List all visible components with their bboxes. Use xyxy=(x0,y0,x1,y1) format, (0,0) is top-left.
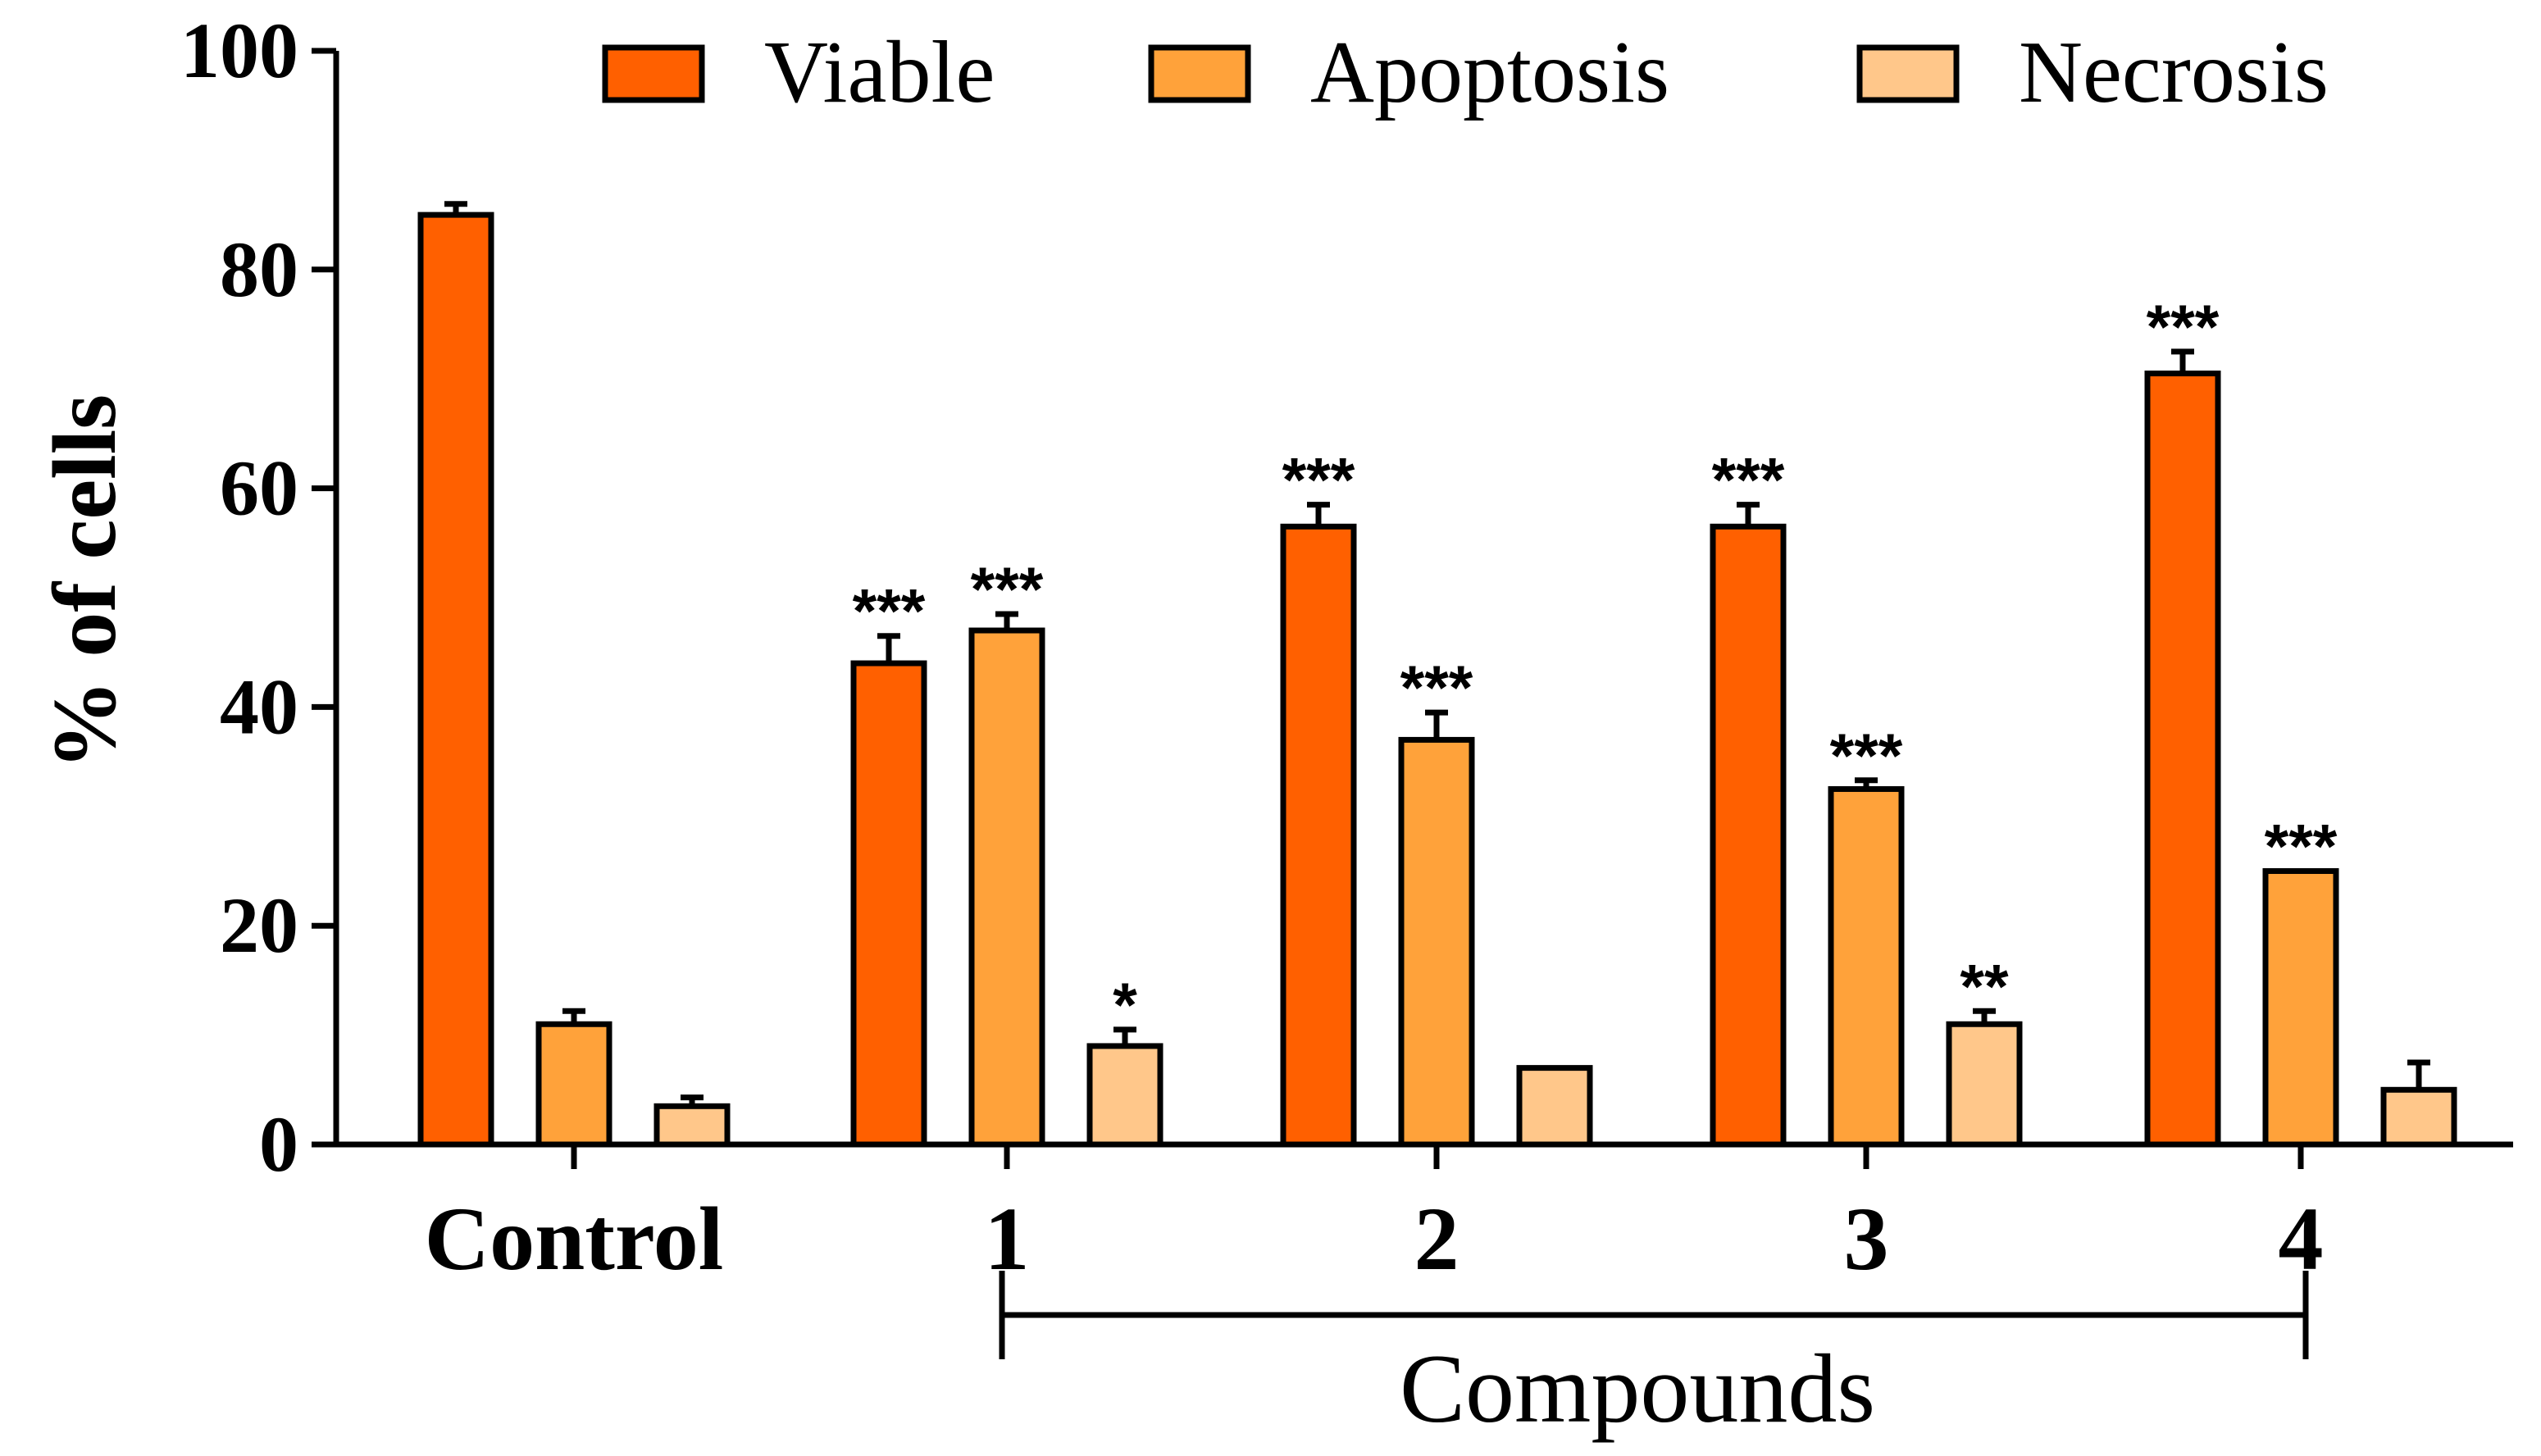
bar-necrosis xyxy=(653,1103,731,1148)
significance-marker: *** xyxy=(1282,446,1355,516)
legend-label-apoptosis: Apoptosis xyxy=(1310,24,1669,121)
bar-viable xyxy=(850,660,927,1148)
bar-necrosis xyxy=(1516,1065,1593,1148)
significance-marker: *** xyxy=(1830,721,1903,791)
y-tick-label: 100 xyxy=(180,7,298,94)
significance-marker: ** xyxy=(1960,952,2009,1021)
x-tick-label: 1 xyxy=(985,1189,1030,1289)
legend-swatch-necrosis xyxy=(1856,44,1960,103)
y-tick-label: 0 xyxy=(259,1100,298,1188)
significance-marker: *** xyxy=(853,577,926,647)
y-axis-title: % of cells xyxy=(34,394,134,770)
compounds-bracket: Compounds xyxy=(999,1271,2309,1443)
bar-viable xyxy=(1710,523,1787,1148)
x-tick-label: 2 xyxy=(1414,1189,1459,1289)
significance-marker: *** xyxy=(1712,446,1785,516)
x-tick-label: Control xyxy=(425,1189,724,1289)
significance-marker: *** xyxy=(1400,653,1473,723)
bar-apoptosis xyxy=(535,1021,612,1148)
y-tick-label: 60 xyxy=(220,444,298,532)
bar-necrosis xyxy=(1086,1043,1163,1148)
legend-swatch-apoptosis xyxy=(1148,44,1251,103)
legend: Viable Apoptosis Necrosis xyxy=(602,24,2329,121)
group-label: Compounds xyxy=(1400,1334,1875,1443)
bar-apoptosis xyxy=(1828,785,1905,1148)
legend-label-necrosis: Necrosis xyxy=(2019,24,2329,121)
y-tick-label: 80 xyxy=(220,225,298,313)
bar-apoptosis xyxy=(1398,736,1475,1148)
bar-necrosis xyxy=(2380,1086,2457,1148)
bar-necrosis xyxy=(1946,1021,2023,1148)
legend-swatch-viable xyxy=(602,44,705,103)
significance-marker: * xyxy=(1113,971,1137,1040)
x-tick-label: 4 xyxy=(2279,1189,2324,1289)
bar-viable xyxy=(417,212,494,1148)
significance-marker: *** xyxy=(2147,293,2220,362)
bar-apoptosis xyxy=(968,627,1045,1148)
bars: ****** ******************* ** xyxy=(417,201,2457,1148)
y-tick-label: 40 xyxy=(220,662,298,750)
y-tick-label: 20 xyxy=(220,881,298,969)
axes: 0 20 40 60 80 100 Control 1 2 3 4 xyxy=(180,7,2513,1289)
significance-marker: *** xyxy=(2265,812,2338,882)
bar-apoptosis xyxy=(2262,868,2339,1148)
significance-marker: *** xyxy=(971,555,1044,625)
bar-viable xyxy=(2144,371,2221,1148)
legend-label-viable: Viable xyxy=(764,24,995,121)
x-tick-label: 3 xyxy=(1844,1189,1889,1289)
bar-viable xyxy=(1280,523,1357,1148)
